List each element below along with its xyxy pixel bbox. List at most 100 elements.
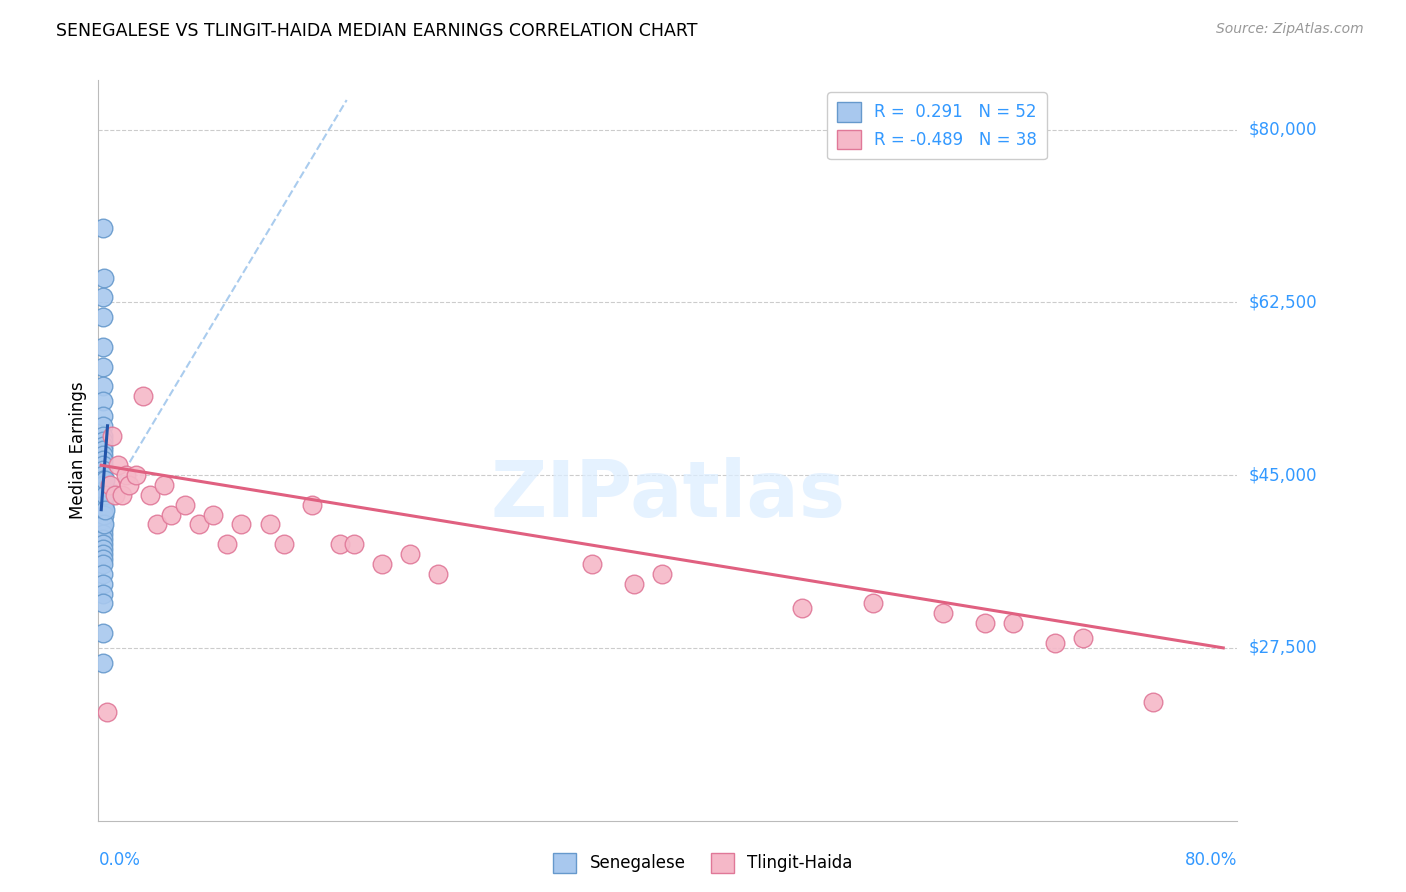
Point [91,523,114,537]
Text: $27,500: $27,500 [1249,639,1317,657]
Point [91,586,114,600]
Point [202,508,225,522]
Point [107,458,129,473]
Point [259,517,281,532]
Point [426,566,449,581]
Y-axis label: Median Earnings: Median Earnings [69,382,87,519]
Text: $80,000: $80,000 [1249,120,1317,138]
Point [91,508,114,522]
Point [91,557,114,571]
Point [329,537,352,551]
Point [118,478,141,492]
Point [581,557,603,571]
Point [91,394,114,409]
Point [91,656,114,670]
Point [91,359,114,374]
Point [91,533,114,547]
Point [91,221,114,235]
Point [91,468,114,483]
Point [1071,631,1094,645]
Point [862,597,884,611]
Point [91,626,114,640]
Point [91,552,114,566]
Point [301,498,323,512]
Point [91,443,114,458]
Point [96,705,118,719]
Point [188,517,211,532]
Point [104,488,127,502]
Point [115,468,138,483]
Point [125,468,148,483]
Point [217,537,239,551]
Point [91,502,114,516]
Point [91,527,114,541]
Point [91,409,114,423]
Point [91,517,114,532]
Point [623,576,645,591]
Point [973,616,995,631]
Point [91,512,114,526]
Point [93,270,115,285]
Point [93,488,115,502]
Point [371,557,394,571]
Point [91,290,114,304]
Point [273,537,295,551]
Point [651,566,673,581]
Point [91,488,114,502]
Point [93,478,115,492]
Point [94,488,117,502]
Point [153,478,176,492]
Point [91,576,114,591]
Point [91,310,114,325]
Point [91,597,114,611]
Point [1001,616,1024,631]
Point [91,542,114,557]
Point [398,547,420,561]
Point [91,478,114,492]
Legend: R =  0.291   N = 52, R = -0.489   N = 38: R = 0.291 N = 52, R = -0.489 N = 38 [827,92,1046,159]
Point [91,483,114,497]
Point [91,340,114,354]
Point [91,453,114,467]
Text: $45,000: $45,000 [1249,467,1317,484]
Text: 80.0%: 80.0% [1185,851,1237,869]
Point [91,463,114,477]
Point [94,473,117,487]
Point [91,492,114,507]
Point [93,498,115,512]
Point [91,547,114,561]
Text: Source: ZipAtlas.com: Source: ZipAtlas.com [1216,22,1364,37]
Point [91,379,114,393]
Text: SENEGALESE VS TLINGIT-HAIDA MEDIAN EARNINGS CORRELATION CHART: SENEGALESE VS TLINGIT-HAIDA MEDIAN EARNI… [56,22,697,40]
Point [91,418,114,433]
Point [132,389,155,403]
Point [93,508,115,522]
Point [343,537,366,551]
Point [932,607,955,621]
Point [91,434,114,448]
Point [1142,695,1164,709]
Point [98,478,121,492]
Point [231,517,253,532]
Point [91,438,114,452]
Point [91,449,114,463]
Point [146,517,169,532]
Text: 0.0%: 0.0% [98,851,141,869]
Point [91,537,114,551]
Text: ZIPatlas: ZIPatlas [491,457,845,533]
Point [174,498,197,512]
Point [91,566,114,581]
Point [91,473,114,487]
Point [93,483,115,497]
Point [91,458,114,473]
Point [93,517,115,532]
Point [91,428,114,442]
Point [792,601,814,615]
Point [160,508,183,522]
Legend: Senegalese, Tlingit-Haida: Senegalese, Tlingit-Haida [547,847,859,880]
Point [1043,636,1066,650]
Point [111,488,134,502]
Point [91,498,114,512]
Text: $62,500: $62,500 [1249,293,1317,311]
Point [101,428,124,442]
